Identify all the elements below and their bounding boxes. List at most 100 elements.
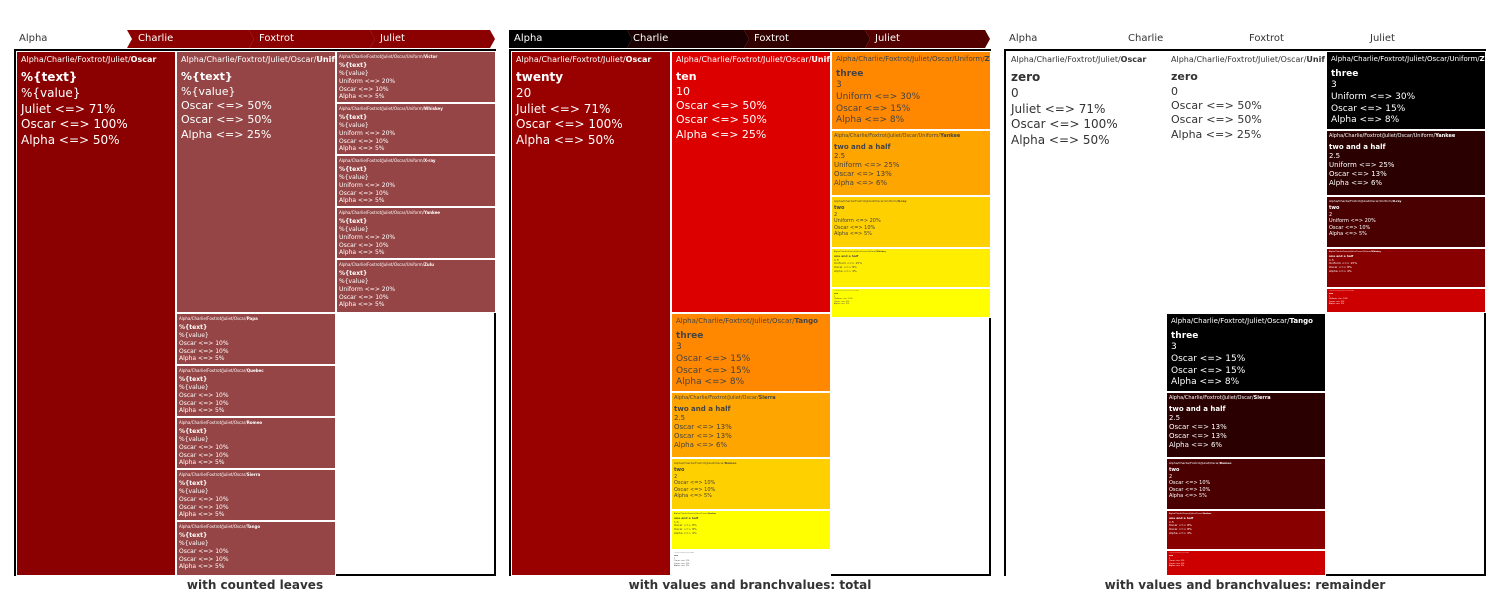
tile-percent: Oscar <=> 15%: [676, 354, 751, 364]
breadcrumb-item-charlie[interactable]: Charlie: [138, 33, 174, 44]
tile-percent: Uniform <=> 20%: [339, 233, 396, 241]
treemap-tile-yankee[interactable]: Alpha/Charlie/Foxtrot/Juliet/Oscar/Unifo…: [831, 130, 991, 196]
treemap-tile-x-ray[interactable]: Alpha/Charlie/Foxtrot/Juliet/Oscar/Unifo…: [831, 196, 991, 248]
tile-percent: Oscar <=> 10%: [834, 224, 876, 231]
tile-percent: Oscar <=> 10%: [179, 547, 229, 555]
treemap-tile-zulu[interactable]: Alpha/Charlie/Foxtrot/Juliet/Oscar/Unifo…: [1326, 51, 1486, 130]
tile-path-label: Alpha/Charlie/Foxtrot/Juliet/Oscar/Quebe…: [179, 368, 264, 373]
tile-value: 1.5: [1329, 257, 1334, 262]
treemap-tile-zulu[interactable]: Alpha/Charlie/Foxtrot/Juliet/Oscar/Unifo…: [336, 259, 496, 313]
breadcrumb-item-foxtrot[interactable]: Foxtrot: [1249, 33, 1284, 44]
tile-path-label: Alpha/Charlie/Foxtrot/Juliet/Oscar/Unifo…: [1171, 55, 1325, 64]
breadcrumb-item-foxtrot[interactable]: Foxtrot: [259, 33, 294, 44]
tile-text: zero: [1011, 70, 1041, 85]
tile-path-label: Alpha/Charlie/Foxtrot/Juliet/Oscar/Unifo…: [181, 55, 335, 64]
tile-text: two: [674, 467, 685, 474]
breadcrumb-item-juliet[interactable]: Juliet: [380, 33, 405, 44]
treemap-tile-tango[interactable]: Alpha/Charlie/Foxtrot/Juliet/Oscar/Tango…: [1166, 313, 1326, 392]
treemap-tile-whiskey[interactable]: Alpha/Charlie/Foxtrot/Juliet/Oscar/Unifo…: [1326, 248, 1486, 288]
tile-text: %{text}: [339, 62, 368, 70]
treemap-tile-sierra[interactable]: Alpha/Charlie/Foxtrot/Juliet/Oscar/Sierr…: [176, 469, 336, 521]
treemap-tile-victor[interactable]: Alpha/Charlie/Foxtrot/Juliet/Oscar/Unifo…: [831, 288, 991, 318]
treemap-tile-whiskey[interactable]: Alpha/Charlie/Foxtrot/Juliet/Oscar/Unifo…: [336, 103, 496, 155]
tile-text: three: [676, 330, 704, 341]
treemap-tile-quebec[interactable]: Alpha/Charlie/Foxtrot/Juliet/Oscar/Quebe…: [176, 365, 336, 417]
tile-percent: Alpha <=> 6%: [674, 441, 728, 450]
tile-percent: Juliet <=> 71%: [21, 101, 116, 116]
breadcrumb-arrow-foxtrot[interactable]: [249, 30, 375, 48]
treemap-tile-oscar[interactable]: Alpha/Charlie/Foxtrot/Juliet/Oscar %{text…: [16, 51, 176, 576]
tile-value: %{value}: [339, 225, 369, 233]
tile-percent: Oscar <=> 5%: [1169, 562, 1185, 565]
treemap-tile-romeo[interactable]: Alpha/Charlie/Foxtrot/Juliet/Oscar/Romeo…: [671, 458, 831, 510]
treemap-tile-oscar[interactable]: Alpha/Charlie/Foxtrot/Juliet/Oscar twenty…: [511, 51, 671, 576]
tile-percent: Uniform <=> 10%: [1329, 298, 1348, 301]
tile-path-label: Alpha/Charlie/Foxtrot/Juliet/Oscar/Unifo…: [339, 106, 443, 111]
tile-percent: Oscar <=> 10%: [1329, 224, 1371, 231]
treemap-tile-victor[interactable]: Alpha/Charlie/Foxtrot/Juliet/Oscar/Unifo…: [1326, 288, 1486, 313]
tile-percent: Oscar <=> 50%: [181, 98, 272, 112]
breadcrumb-arrow-charlie[interactable]: [627, 30, 749, 48]
breadcrumb-item-charlie[interactable]: Charlie: [1128, 33, 1164, 44]
treemap-tile-sierra[interactable]: Alpha/Charlie/Foxtrot/Juliet/Oscar/Sierr…: [1166, 392, 1326, 458]
treemap-tile-papa[interactable]: Alpha/Charlie/Foxtrot/Juliet/Oscar/Papa o…: [671, 550, 831, 576]
treemap-tile-uniform[interactable]: Alpha/Charlie/Foxtrot/Juliet/Oscar/Unifo…: [671, 51, 831, 313]
tile-percent: Uniform <=> 30%: [836, 92, 921, 102]
treemap-tile-romeo[interactable]: Alpha/Charlie/Foxtrot/Juliet/Oscar/Romeo…: [1166, 458, 1326, 510]
breadcrumb-item-juliet[interactable]: Juliet: [1370, 33, 1395, 44]
breadcrumb-item-alpha[interactable]: Alpha: [19, 33, 48, 44]
tile-percent: Oscar <=> 10%: [339, 137, 389, 145]
treemap-tile-yankee[interactable]: Alpha/Charlie/Foxtrot/Juliet/Oscar/Unifo…: [1326, 130, 1486, 196]
tile-percent: Uniform <=> 10%: [834, 298, 853, 301]
treemap-tile-uniform[interactable]: Alpha/Charlie/Foxtrot/Juliet/Oscar/Unifo…: [176, 51, 336, 313]
tile-percent: Oscar <=> 50%: [1171, 98, 1262, 112]
tile-path-label: Alpha/Charlie/Foxtrot/Juliet/Oscar/Unifo…: [1329, 133, 1456, 139]
treemap-tile-oscar[interactable]: Alpha/Charlie/Foxtrot/Juliet/Oscar zero 0 J…: [1006, 51, 1166, 576]
breadcrumb-item-charlie[interactable]: Charlie: [633, 33, 669, 44]
tile-text: two and a half: [674, 405, 731, 413]
treemap-tile-x-ray[interactable]: Alpha/Charlie/Foxtrot/Juliet/Oscar/Unifo…: [336, 155, 496, 207]
treemap-tile-papa[interactable]: Alpha/Charlie/Foxtrot/Juliet/Oscar/Papa%…: [176, 313, 336, 365]
tile-percent: Juliet <=> 71%: [1011, 101, 1106, 116]
tile-text: %{text}: [179, 376, 208, 384]
treemap-tile-whiskey[interactable]: Alpha/Charlie/Foxtrot/Juliet/Oscar/Unifo…: [831, 248, 991, 288]
tile-percent: Uniform <=> 20%: [1329, 218, 1376, 225]
treemap-tile-tango[interactable]: Alpha/Charlie/Foxtrot/Juliet/Oscar/Tango…: [671, 313, 831, 392]
tile-percent: Oscar <=> 10%: [179, 391, 229, 399]
breadcrumb-arrow-juliet[interactable]: [370, 30, 495, 48]
treemap-tile-x-ray[interactable]: Alpha/Charlie/Foxtrot/Juliet/Oscar/Unifo…: [1326, 196, 1486, 248]
tile-value: 2: [674, 473, 678, 480]
tile-percent: Oscar <=> 15%: [836, 103, 911, 114]
treemap-tile-quebec[interactable]: Alpha/Charlie/Foxtrot/Juliet/Oscar/Quebe…: [1166, 510, 1326, 550]
treemap-tile-romeo[interactable]: Alpha/Charlie/Foxtrot/Juliet/Oscar/Romeo…: [176, 417, 336, 469]
tile-value: 20: [516, 85, 532, 100]
treemap-tile-zulu[interactable]: Alpha/Charlie/Foxtrot/Juliet/Oscar/Unifo…: [831, 51, 991, 130]
treemap-tile-uniform[interactable]: Alpha/Charlie/Foxtrot/Juliet/Oscar/Unifo…: [1166, 51, 1326, 313]
tile-percent: Alpha <=> 50%: [21, 132, 120, 147]
treemap-tile-papa[interactable]: Alpha/Charlie/Foxtrot/Juliet/Oscar/Papa o…: [1166, 550, 1326, 576]
breadcrumb-item-alpha[interactable]: Alpha: [1009, 33, 1038, 44]
breadcrumb-arrow-foxtrot[interactable]: [744, 30, 870, 48]
breadcrumb-item-juliet[interactable]: Juliet: [875, 33, 900, 44]
treemap-tile-sierra[interactable]: Alpha/Charlie/Foxtrot/Juliet/Oscar/Sierr…: [671, 392, 831, 458]
breadcrumb-arrow-alpha[interactable]: [509, 30, 632, 48]
breadcrumb-item-foxtrot[interactable]: Foxtrot: [754, 33, 789, 44]
treemap-panel-counted-leaves: Alpha/Charlie/Foxtrot/Juliet/Oscar %{text…: [14, 49, 496, 576]
breadcrumb-arrow-juliet[interactable]: [865, 30, 990, 48]
treemap-tile-yankee[interactable]: Alpha/Charlie/Foxtrot/Juliet/Oscar/Unifo…: [336, 207, 496, 259]
tile-path-label: Alpha/Charlie/Foxtrot/Juliet/Oscar/Quebe…: [1169, 513, 1212, 515]
tile-percent: Alpha <=> 3%: [834, 303, 850, 306]
tile-percent: Uniform <=> 20%: [339, 181, 396, 189]
tile-percent: Alpha <=> 8%: [1171, 377, 1240, 388]
treemap-tile-quebec[interactable]: Alpha/Charlie/Foxtrot/Juliet/Oscar/Quebe…: [671, 510, 831, 550]
treemap-tile-tango[interactable]: Alpha/Charlie/Foxtrot/Juliet/Oscar/Tango…: [176, 521, 336, 576]
tile-percent: Alpha <=> 3%: [674, 565, 690, 568]
tile-text: %{text}: [339, 218, 368, 226]
breadcrumb-arrow-charlie[interactable]: [127, 30, 254, 48]
treemap-panel-total: Alpha/Charlie/Foxtrot/Juliet/Oscar twenty…: [509, 49, 991, 576]
breadcrumb-item-alpha[interactable]: Alpha: [514, 33, 543, 44]
tile-percent: Oscar <=> 8%: [1169, 527, 1192, 532]
tile-path-label: Alpha/Charlie/Foxtrot/Juliet/Oscar/Papa: [179, 316, 258, 321]
treemap-tile-victor[interactable]: Alpha/Charlie/Foxtrot/Juliet/Oscar/Unifo…: [336, 51, 496, 103]
tile-path-label: Alpha/Charlie/Foxtrot/Juliet/Oscar/Sierr…: [179, 472, 261, 477]
